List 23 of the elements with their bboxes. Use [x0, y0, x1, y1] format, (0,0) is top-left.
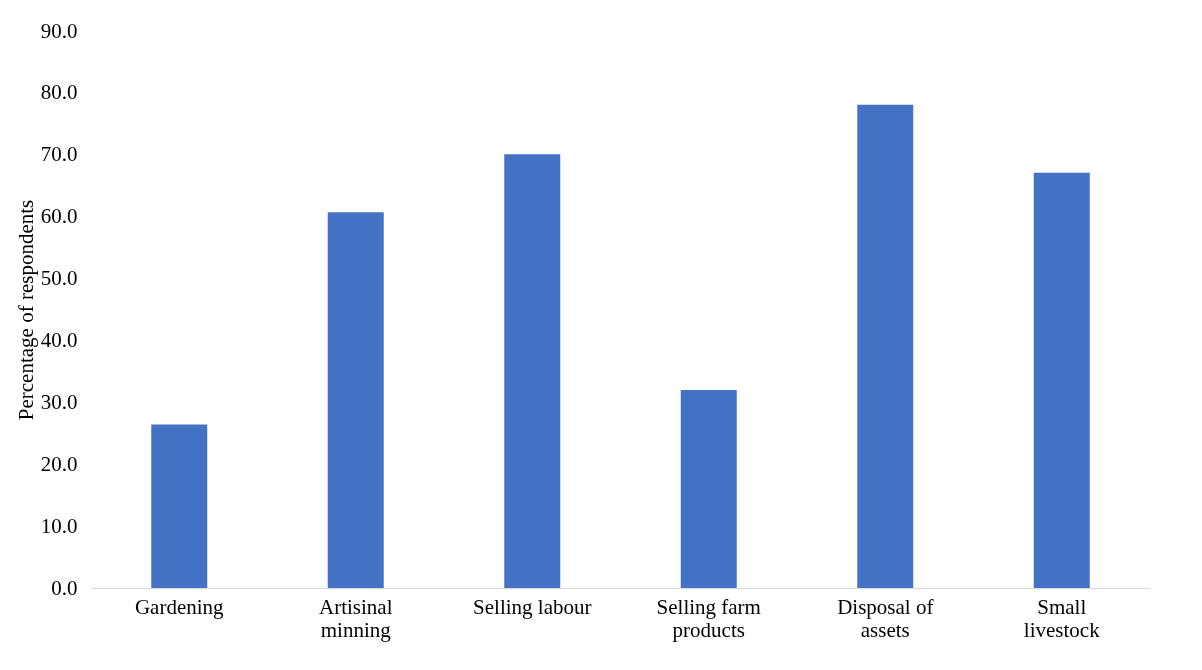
y-tick-label: 0.0 [51, 575, 78, 600]
y-axis-title: Percentage of respondents [13, 199, 38, 421]
y-tick-label: 30.0 [40, 389, 78, 414]
y-tick-label: 20.0 [40, 451, 78, 476]
x-tick-label: Disposal of assets [837, 594, 934, 642]
bar [327, 212, 384, 588]
y-tick-label: 60.0 [40, 204, 78, 229]
y-tick-label: 50.0 [40, 266, 78, 291]
bar [151, 424, 208, 588]
x-tick-label: Gardening [134, 594, 225, 619]
y-tick-label: 10.0 [40, 513, 78, 538]
y-tick-label: 80.0 [40, 80, 78, 105]
y-tick-label: 90.0 [40, 18, 78, 43]
y-tick-label: 40.0 [40, 327, 78, 352]
x-tick-label: Selling farm products [656, 594, 761, 642]
x-tick-label: Selling labour [473, 594, 592, 619]
x-tick-label: Artisinal minning [319, 594, 393, 642]
x-tick-label: Small livestock [1023, 594, 1101, 642]
bar [504, 154, 561, 588]
bar [680, 389, 737, 588]
bar [857, 104, 914, 588]
y-tick-label: 70.0 [40, 142, 78, 167]
bar [1033, 172, 1090, 588]
